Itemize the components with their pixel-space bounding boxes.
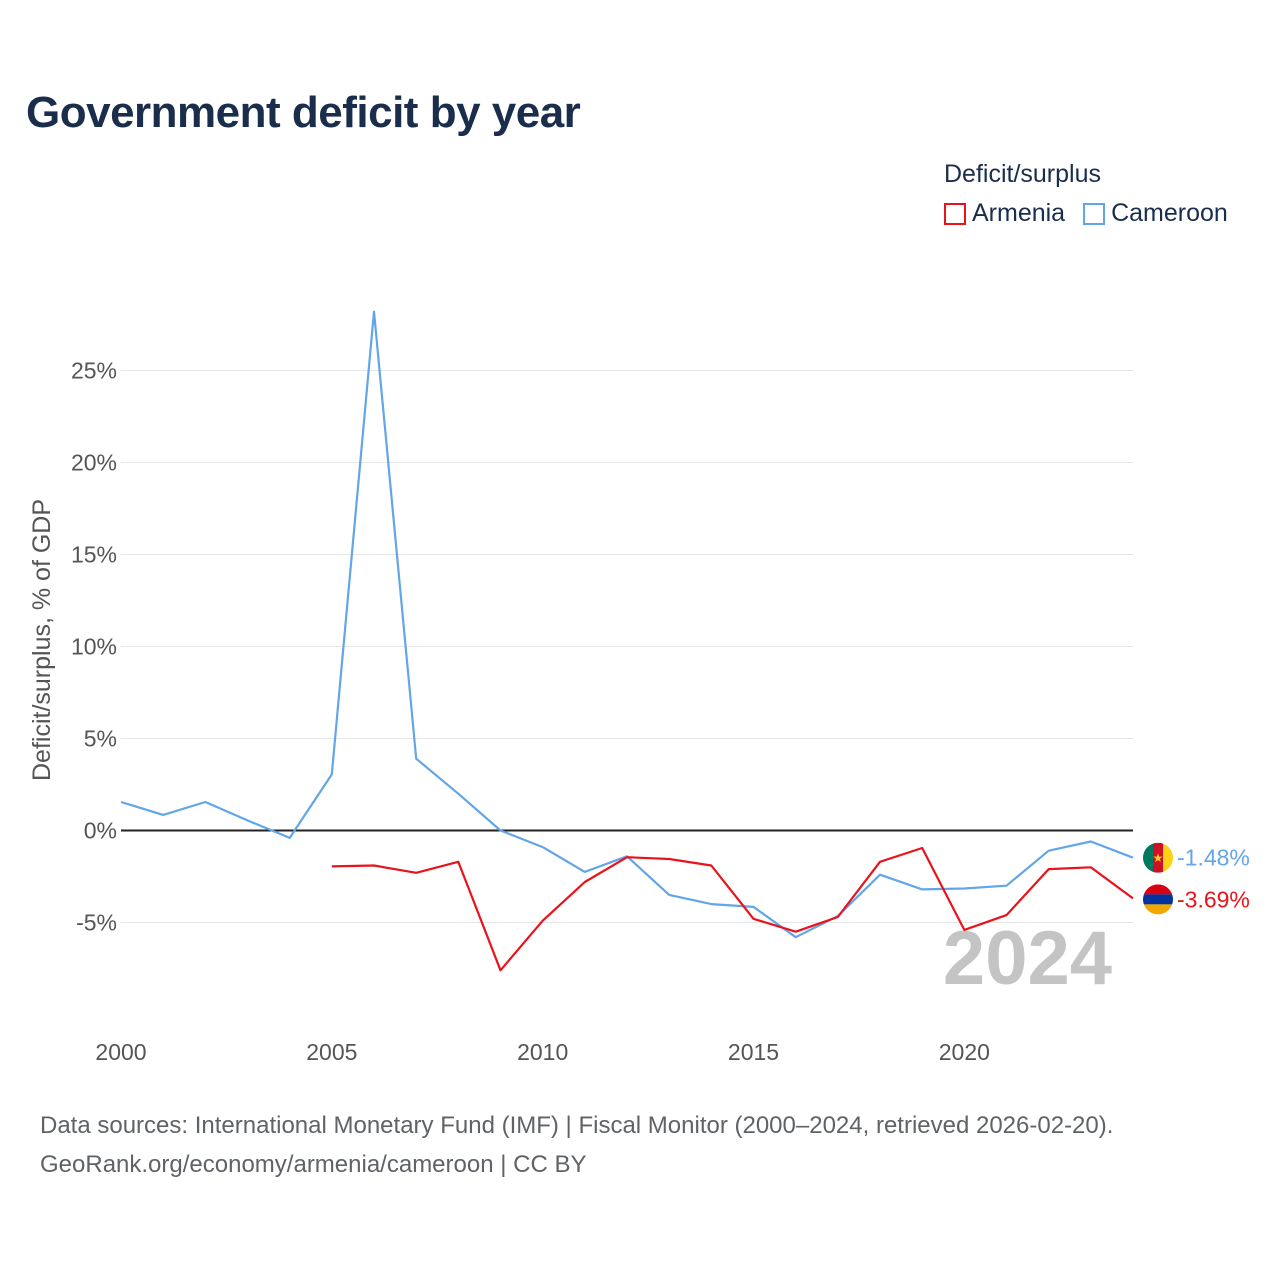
- x-tick-label: 2000: [95, 1039, 146, 1065]
- flag-cameroon-icon: ★: [1143, 842, 1173, 873]
- legend-item-cameroon[interactable]: Cameroon: [1083, 199, 1228, 228]
- x-tick-label: 2015: [728, 1039, 779, 1065]
- legend: Deficit/surplus Armenia Cameroon: [944, 160, 1228, 228]
- series-lines: [120, 310, 1134, 972]
- x-axis-ticks: 2000 2005 2010 2015 2020: [95, 1039, 990, 1065]
- x-tick-label: 2010: [517, 1039, 568, 1065]
- end-label-cameroon: -1.48%: [1177, 845, 1250, 871]
- chart-title: Government deficit by year: [26, 88, 581, 137]
- y-axis-ticks: -5% 0% 5% 10% 15% 20% 25%: [71, 358, 117, 936]
- source-line-1: Data sources: International Monetary Fun…: [40, 1112, 1114, 1139]
- year-watermark: 2024: [943, 916, 1112, 1001]
- y-tick-label: 5%: [84, 726, 117, 752]
- y-tick-label: 20%: [71, 450, 117, 476]
- x-tick-label: 2020: [939, 1039, 990, 1065]
- y-tick-label: 0%: [84, 818, 117, 844]
- y-axis-label: Deficit/surplus, % of GDP: [28, 499, 56, 781]
- series-line-armenia: [331, 846, 1134, 972]
- y-tick-label: 15%: [71, 542, 117, 568]
- svg-text:★: ★: [1153, 851, 1164, 865]
- x-tick-label: 2005: [306, 1039, 357, 1065]
- source-note: Data sources: International Monetary Fun…: [40, 1106, 1113, 1184]
- y-tick-label: 10%: [71, 634, 117, 660]
- y-tick-label: 25%: [71, 358, 117, 384]
- legend-label-cameroon: Cameroon: [1111, 199, 1228, 227]
- legend-item-armenia[interactable]: Armenia: [944, 199, 1065, 228]
- source-line-2: GeoRank.org/economy/armenia/cameroon | C…: [40, 1151, 587, 1178]
- end-label-armenia: -3.69%: [1177, 886, 1250, 912]
- legend-swatch-armenia: [944, 202, 966, 225]
- legend-title: Deficit/surplus: [944, 160, 1101, 188]
- flag-armenia-icon: [1143, 884, 1173, 915]
- y-tick-label: -5%: [76, 910, 117, 936]
- series-line-cameroon: [120, 310, 1134, 939]
- grid-lines: [121, 370, 1133, 923]
- legend-swatch-cameroon: [1083, 202, 1106, 225]
- legend-label-armenia: Armenia: [972, 199, 1066, 227]
- series-end-markers: -3.69% ★ -1.48%: [1143, 842, 1250, 915]
